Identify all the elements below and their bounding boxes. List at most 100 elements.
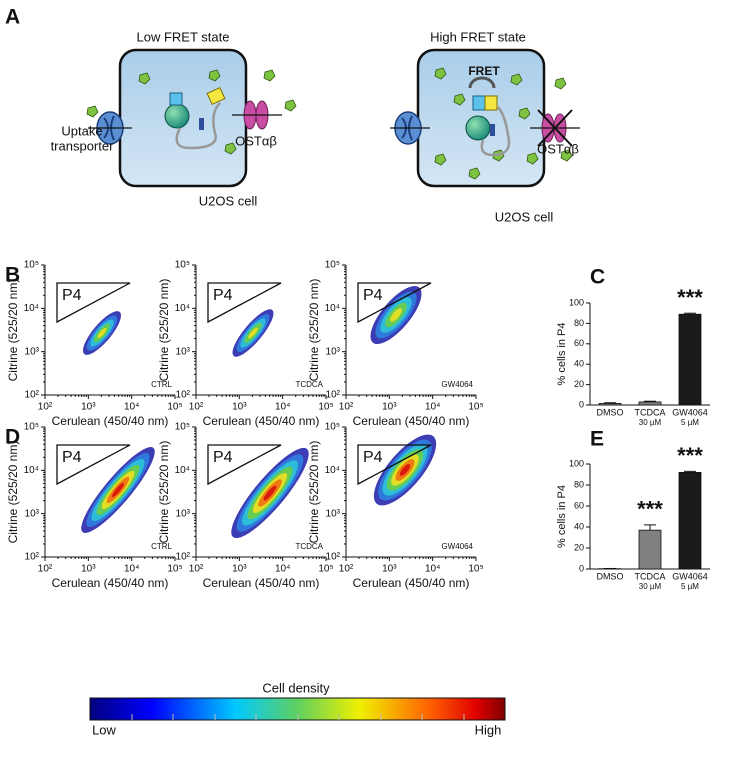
bar <box>638 401 662 406</box>
x-axis-label: Cerulean (450/40 nm) <box>203 414 320 428</box>
diagram-label: transporter <box>51 138 115 153</box>
y-tick-label: 10⁵ <box>24 422 39 433</box>
concentration-label: 5 µM <box>681 418 699 427</box>
x-tick-label: 10³ <box>232 402 247 413</box>
y-tick-label: 40 <box>574 521 584 531</box>
y-tick-label: 10⁵ <box>325 422 340 433</box>
y-tick-label: 100 <box>569 458 584 468</box>
y-tick-label: 10⁴ <box>325 465 340 476</box>
x-tick-label: GW4064 <box>672 571 708 581</box>
density-cloud <box>370 285 422 345</box>
density-cloud <box>83 311 121 355</box>
diagram-label: U2OS cell <box>199 193 258 208</box>
density-level <box>111 482 125 498</box>
x-tick-label: 10⁵ <box>468 564 483 575</box>
y-tick-label: 10³ <box>176 346 191 357</box>
gate-label: P4 <box>363 449 383 466</box>
error-bar <box>604 402 616 404</box>
high-fret-cell <box>390 48 580 188</box>
y-tick-label: 20 <box>574 542 584 552</box>
x-tick-label: DMSO <box>597 571 624 581</box>
y-tick-label: 60 <box>574 500 584 510</box>
x-tick-label: 10² <box>189 402 204 413</box>
gate <box>56 282 131 324</box>
colorbar-label: High <box>475 722 502 737</box>
x-axis-label: Cerulean (450/40 nm) <box>353 576 470 590</box>
gate <box>56 444 131 486</box>
gate-label: P4 <box>213 449 233 466</box>
y-axis-label: % cells in P4 <box>556 323 568 386</box>
y-tick-label: 10³ <box>176 508 191 519</box>
error-bar <box>644 524 656 531</box>
y-tick-label: 0 <box>579 563 584 573</box>
x-tick-label: 10² <box>189 564 204 575</box>
gate-label: P4 <box>62 449 82 466</box>
y-axis-label: Citrine (525/20 nm) <box>6 441 20 544</box>
gate-label: P4 <box>213 287 233 304</box>
x-axis-label: Cerulean (450/40 nm) <box>52 576 169 590</box>
y-tick-label: 0 <box>579 399 584 409</box>
gate-label: P4 <box>62 287 82 304</box>
density-cloud <box>373 434 437 506</box>
x-tick-label: 10³ <box>81 564 96 575</box>
x-tick-label: GW4064 <box>672 407 708 417</box>
x-tick-label: 10² <box>339 402 354 413</box>
x-tick-label: DMSO <box>597 407 624 417</box>
x-tick-label: 10³ <box>382 402 397 413</box>
density-level <box>248 327 258 339</box>
error-bar <box>684 312 696 315</box>
diagram-label: FRET <box>468 64 500 78</box>
significance-label: *** <box>677 443 703 468</box>
panel-label: D <box>5 426 20 449</box>
y-tick-label: 20 <box>574 379 584 389</box>
bar <box>678 313 702 406</box>
condition-label: GW4064 <box>441 380 473 389</box>
density-level <box>97 327 107 339</box>
gate <box>207 444 282 486</box>
density-level <box>263 485 277 501</box>
bar <box>638 529 662 570</box>
x-tick-label: TCDCA <box>635 571 666 581</box>
y-axis-label: Citrine (525/20 nm) <box>157 441 171 544</box>
y-tick-label: 10⁴ <box>325 303 340 314</box>
y-axis-label: Citrine (525/20 nm) <box>6 279 20 382</box>
y-tick-label: 10⁴ <box>175 303 190 314</box>
low-fret-cell <box>86 48 297 188</box>
y-tick-label: 10³ <box>326 346 341 357</box>
condition-label: CTRL <box>151 380 172 389</box>
y-tick-label: 10² <box>176 390 191 401</box>
significance-label: *** <box>677 285 703 310</box>
colorbar-label: Low <box>92 722 116 737</box>
gate <box>357 444 432 486</box>
y-tick-label: 80 <box>574 479 584 489</box>
x-axis-label: Cerulean (450/40 nm) <box>353 414 470 428</box>
x-axis-label: Cerulean (450/40 nm) <box>52 414 169 428</box>
y-tick-label: 80 <box>574 318 584 328</box>
x-tick-label: 10⁴ <box>124 564 139 575</box>
x-tick-label: 10⁵ <box>167 564 182 575</box>
x-tick-label: 10⁴ <box>275 564 290 575</box>
y-tick-label: 40 <box>574 359 584 369</box>
condition-label: TCDCA <box>295 380 323 389</box>
y-tick-label: 10³ <box>326 508 341 519</box>
y-tick-label: 10² <box>326 390 341 401</box>
x-tick-label: 10³ <box>382 564 397 575</box>
bar <box>598 403 622 406</box>
y-tick-label: 10⁴ <box>24 465 39 476</box>
colorbar-title: Cell density <box>262 680 330 695</box>
y-axis-label: Citrine (525/20 nm) <box>307 279 321 382</box>
y-axis-label: Citrine (525/20 nm) <box>307 441 321 544</box>
y-axis-label: % cells in P4 <box>556 485 568 548</box>
colorbar-ticks <box>131 714 465 720</box>
x-tick-label: 10⁴ <box>425 564 440 575</box>
density-level <box>399 464 411 476</box>
diagram-label: OSTαβ <box>537 141 579 156</box>
y-tick-label: 10⁵ <box>24 260 39 271</box>
y-tick-label: 60 <box>574 338 584 348</box>
x-tick-label: 10⁴ <box>124 402 139 413</box>
x-tick-label: 10³ <box>232 564 247 575</box>
y-tick-label: 10³ <box>25 508 40 519</box>
y-tick-label: 10² <box>25 552 40 563</box>
y-tick-label: 10² <box>25 390 40 401</box>
